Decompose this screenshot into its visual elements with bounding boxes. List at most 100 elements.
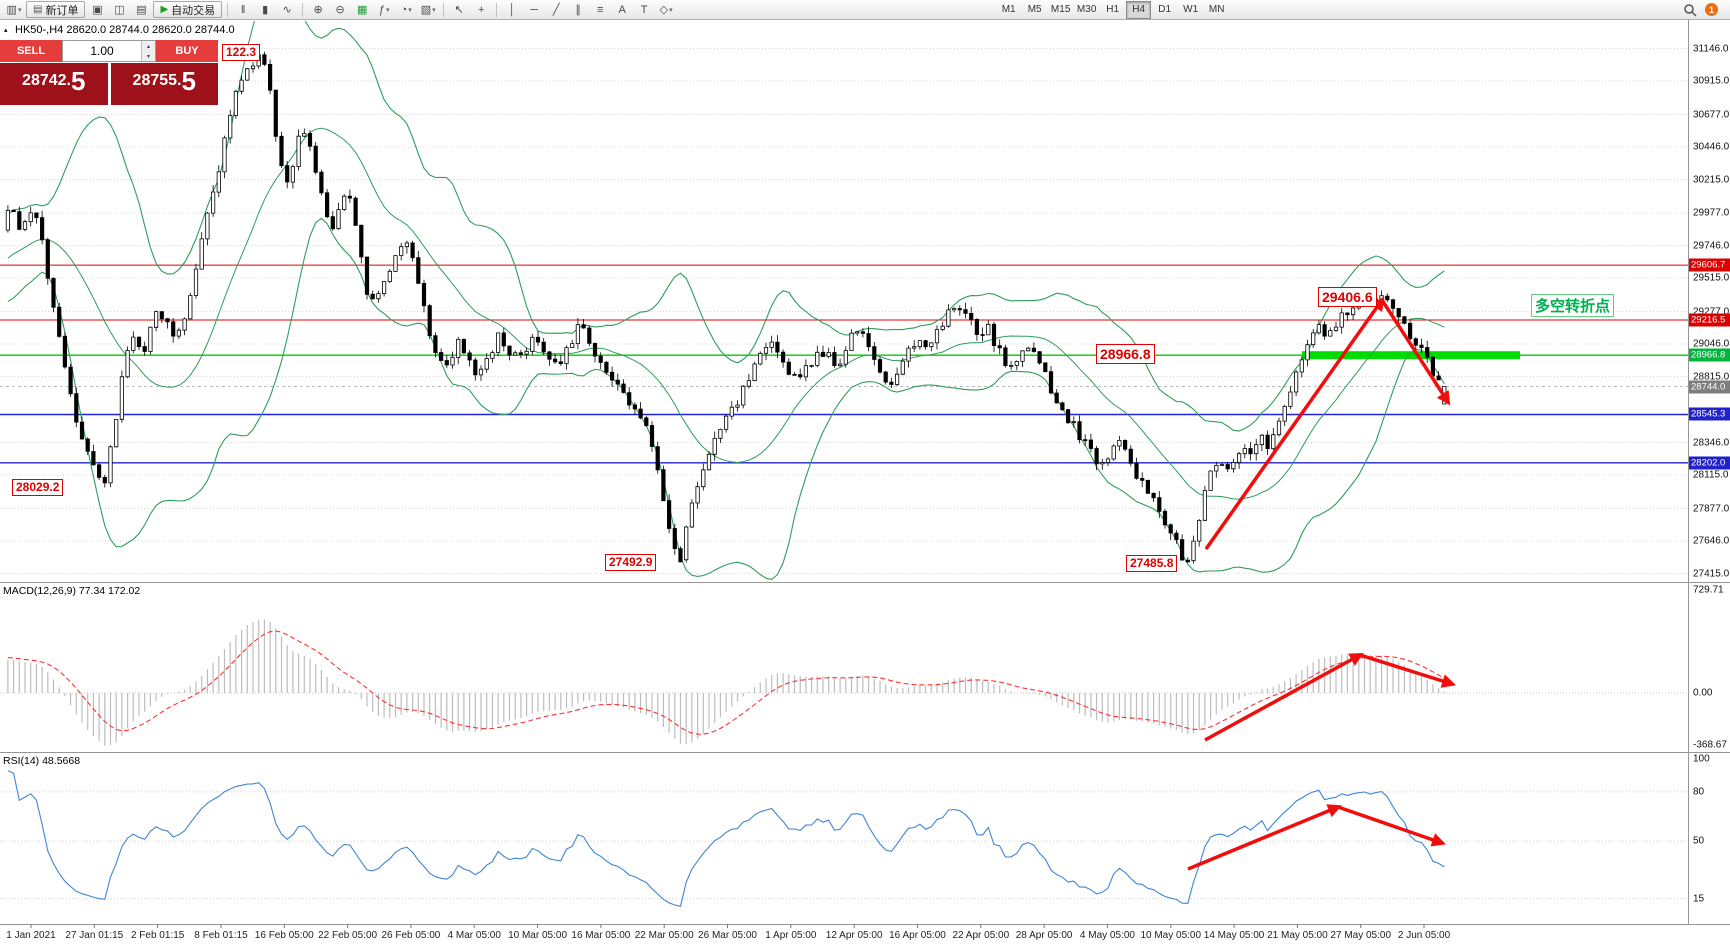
- price-axis-label: 27877.0: [1693, 503, 1730, 515]
- channel-icon[interactable]: ∥: [575, 4, 581, 16]
- date-axis-label: 28 Apr 05:00: [1015, 930, 1073, 941]
- volume-input[interactable]: 1.00 ▴ ▾: [62, 40, 156, 62]
- date-axis-label: 14 May 05:00: [1203, 930, 1265, 941]
- trendline-icon[interactable]: ╱: [552, 4, 560, 16]
- shapes-icon[interactable]: ◇ ▾: [656, 2, 676, 18]
- label-tool-icon[interactable]: T: [640, 3, 648, 16]
- zoom-in-icon[interactable]: ⊕: [313, 4, 323, 16]
- rsi-indicator-label: RSI(14) 48.5668: [3, 755, 81, 767]
- volume-value[interactable]: 1.00: [90, 44, 114, 58]
- auto-trading-button[interactable]: ▶ 自动交易: [153, 1, 223, 18]
- date-axis-label: 22 Apr 05:00: [952, 930, 1010, 941]
- rsi-axis-label: 50: [1693, 835, 1705, 847]
- timeframe-m1[interactable]: M1: [1001, 4, 1016, 15]
- crosshair-icon[interactable]: +: [477, 3, 485, 16]
- timeframe-h4[interactable]: H4: [1126, 0, 1152, 19]
- price-axis-label: 29746.0: [1693, 240, 1730, 252]
- candlestick-chart-icon[interactable]: ▮: [262, 4, 269, 16]
- timeframe-m15[interactable]: M15: [1050, 4, 1071, 15]
- timeframe-m30[interactable]: M30: [1076, 4, 1097, 15]
- chart-window-icon: ▥: [6, 4, 17, 16]
- price-axis-label: 30215.0: [1693, 174, 1730, 186]
- timeframe-w1[interactable]: W1: [1183, 4, 1199, 15]
- price-axis-label: 27415.0: [1693, 568, 1730, 580]
- chevron-down-icon: ▾: [385, 6, 390, 14]
- periods-icon[interactable]: ◔ ▾: [396, 2, 416, 18]
- price-annotation[interactable]: 28029.2: [12, 479, 64, 496]
- timeframe-m5[interactable]: M5: [1027, 4, 1042, 15]
- date-axis-label: 10 May 05:00: [1140, 930, 1202, 941]
- navigator-icon[interactable]: ▤: [136, 4, 147, 16]
- data-window-icon[interactable]: ◫: [114, 4, 125, 16]
- new-order-button[interactable]: ▤ 新订单: [26, 1, 86, 18]
- timeframe-h1[interactable]: H1: [1106, 4, 1120, 15]
- new-order-label: 新订单: [45, 4, 79, 17]
- ask-pip: 5: [181, 66, 196, 96]
- date-axis-label: 10 Mar 05:00: [508, 930, 568, 941]
- buy-button[interactable]: BUY: [156, 40, 218, 62]
- volume-up-button[interactable]: ▴: [142, 41, 155, 51]
- chart-selector-icon[interactable]: ▥ ▾: [4, 2, 24, 18]
- date-axis-label: 22 Feb 05:00: [318, 930, 378, 941]
- price-axis-label: 30915.0: [1693, 75, 1730, 87]
- macd-indicator-label: MACD(12,26,9) 77.34 172.02: [3, 585, 141, 597]
- turning-point-annotation[interactable]: 多空转折点: [1531, 294, 1615, 317]
- cursor-icon[interactable]: ↖: [454, 4, 464, 16]
- indicators-icon[interactable]: ƒ ▾: [374, 2, 394, 18]
- bar-chart-icon[interactable]: ‖: [240, 3, 246, 16]
- price-axis-badge: 28966.8: [1689, 348, 1730, 362]
- one-click-panel-arrow[interactable]: ▴: [4, 27, 8, 34]
- toolbar-separator: [302, 2, 304, 17]
- price-axis-label: 28346.0: [1693, 437, 1730, 449]
- price-axis-label: 29046.0: [1693, 338, 1730, 350]
- date-axis-label: 16 Feb 05:00: [254, 930, 314, 941]
- zoom-out-icon[interactable]: ⊖: [335, 4, 345, 16]
- vertical-line-icon[interactable]: │: [508, 3, 516, 16]
- fibonacci-icon[interactable]: ≡: [596, 3, 604, 16]
- date-axis-label: 2 Feb 01:15: [130, 930, 185, 941]
- macd-axis-label: 0.00: [1693, 687, 1713, 699]
- price-annotation[interactable]: 29406.6: [1318, 287, 1377, 307]
- timeframe-d1[interactable]: D1: [1158, 4, 1172, 15]
- tile-windows-icon[interactable]: ▦: [356, 4, 368, 16]
- horizontal-line-icon[interactable]: ─: [530, 3, 539, 16]
- bid-price[interactable]: 28742. 5: [0, 63, 108, 105]
- sell-button[interactable]: SELL: [0, 40, 62, 62]
- new-order-icon: ▤: [33, 4, 43, 15]
- timeframe-mn[interactable]: MN: [1208, 4, 1225, 15]
- notification-badge[interactable]: 1: [1705, 3, 1718, 16]
- chevron-down-icon: ▾: [408, 6, 412, 14]
- price-axis-badge: 29606.7: [1689, 258, 1730, 272]
- date-axis-label: 2 Jun 05:00: [1397, 930, 1451, 941]
- price-axis-label: 29277.0: [1693, 306, 1730, 318]
- templates-icon[interactable]: ▧ ▾: [418, 2, 438, 18]
- price-axis-label: 30446.0: [1693, 141, 1730, 153]
- price-axis-label: 31146.0: [1693, 43, 1729, 54]
- price-annotation[interactable]: 122.3: [222, 44, 261, 61]
- search-icon[interactable]: [1680, 2, 1700, 18]
- timeframe-group: M1 M5 M15 M30 H1 H4 D1 W1 MN: [996, 0, 1229, 19]
- price-annotation[interactable]: 27485.8: [1126, 555, 1178, 572]
- toolbar-separator: [227, 2, 229, 17]
- chevron-down-icon: ▾: [17, 6, 22, 14]
- bid-main: 28742.: [22, 72, 71, 89]
- price-annotation[interactable]: 27492.9: [605, 554, 657, 571]
- ask-price[interactable]: 28755. 5: [110, 63, 218, 105]
- date-axis-label: 1 Jan 2021: [6, 930, 56, 941]
- text-tool-icon[interactable]: A: [618, 3, 626, 16]
- rsi-axis-label: 100: [1693, 753, 1710, 765]
- rsi-axis-label: 80: [1693, 786, 1705, 798]
- price-axis-label: 28815.0: [1693, 371, 1730, 383]
- date-axis-label: 26 Mar 05:00: [698, 930, 757, 941]
- line-chart-icon[interactable]: ∿: [282, 4, 292, 16]
- price-annotation[interactable]: 28966.8: [1096, 344, 1155, 364]
- volume-down-button[interactable]: ▾: [142, 51, 155, 61]
- date-axis-label: 16 Mar 05:00: [571, 930, 631, 941]
- date-axis-label: 12 Apr 05:00: [825, 930, 883, 941]
- date-axis-label: 26 Feb 05:00: [381, 930, 441, 941]
- one-click-trading-panel: SELL 1.00 ▴ ▾ BUY 28742. 5 28755. 5: [0, 40, 218, 105]
- volume-spinner: ▴ ▾: [141, 41, 155, 61]
- market-watch-icon[interactable]: ▣: [92, 4, 103, 16]
